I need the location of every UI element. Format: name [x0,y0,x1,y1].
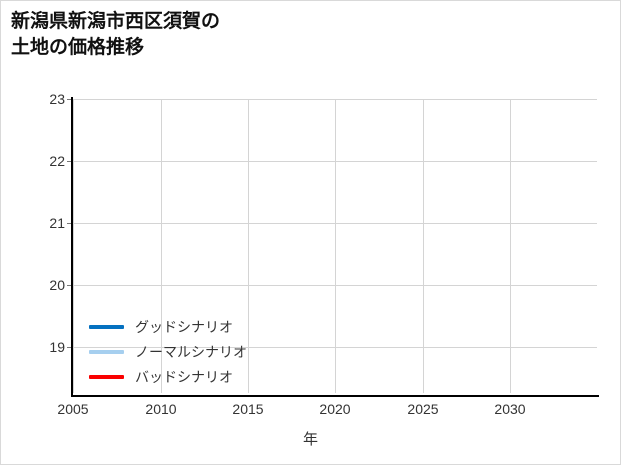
x-axis-line [71,395,599,397]
x-tick-label-2025: 2025 [407,401,439,417]
legend-item-normal[interactable]: ノーマルシナリオ [89,339,247,364]
x-tick-label-2015: 2015 [232,401,264,417]
x-axis-label: 年 [302,431,318,448]
gridline-x-2005 [73,99,74,393]
legend-swatch-bad [89,374,124,379]
legend-item-good[interactable]: グッドシナリオ [89,314,247,339]
y-tick-mark-23 [67,99,72,100]
y-tick-mark-20 [67,285,72,286]
legend-swatch-normal [89,349,124,354]
y-tick-label-22: 22 [49,153,65,169]
x-tick-label-2010: 2010 [145,401,177,417]
legend: グッドシナリオ ノーマルシナリオ バッドシナリオ [89,314,247,389]
gridline-x-2025 [423,99,424,393]
x-tick-label-2030: 2030 [494,401,526,417]
gridline-x-2015 [248,99,249,393]
y-tick-label-19: 19 [49,339,65,355]
y-tick-label-20: 20 [49,277,65,293]
gridline-x-2010 [161,99,162,393]
gridline-x-2030 [510,99,511,393]
y-tick-label-23: 23 [49,91,65,107]
y-tick-mark-22 [67,161,72,162]
x-tick-label-2020: 2020 [319,401,351,417]
legend-label-good: グッドシナリオ [135,318,233,335]
y-tick-label-21: 21 [49,215,65,231]
legend-swatch-good [89,324,124,329]
x-tick-label-2005: 2005 [57,401,89,417]
legend-label-bad: バッドシナリオ [135,368,233,385]
legend-label-normal: ノーマルシナリオ [135,343,247,360]
page-title: 新潟県新潟市西区須賀の 土地の価格推移 [11,11,221,58]
legend-item-bad[interactable]: バッドシナリオ [89,364,247,389]
plot-area [73,99,597,393]
gridline-x-2020 [335,99,336,393]
y-axis-line [71,97,73,397]
y-tick-mark-19 [67,347,72,348]
y-tick-mark-21 [67,223,72,224]
